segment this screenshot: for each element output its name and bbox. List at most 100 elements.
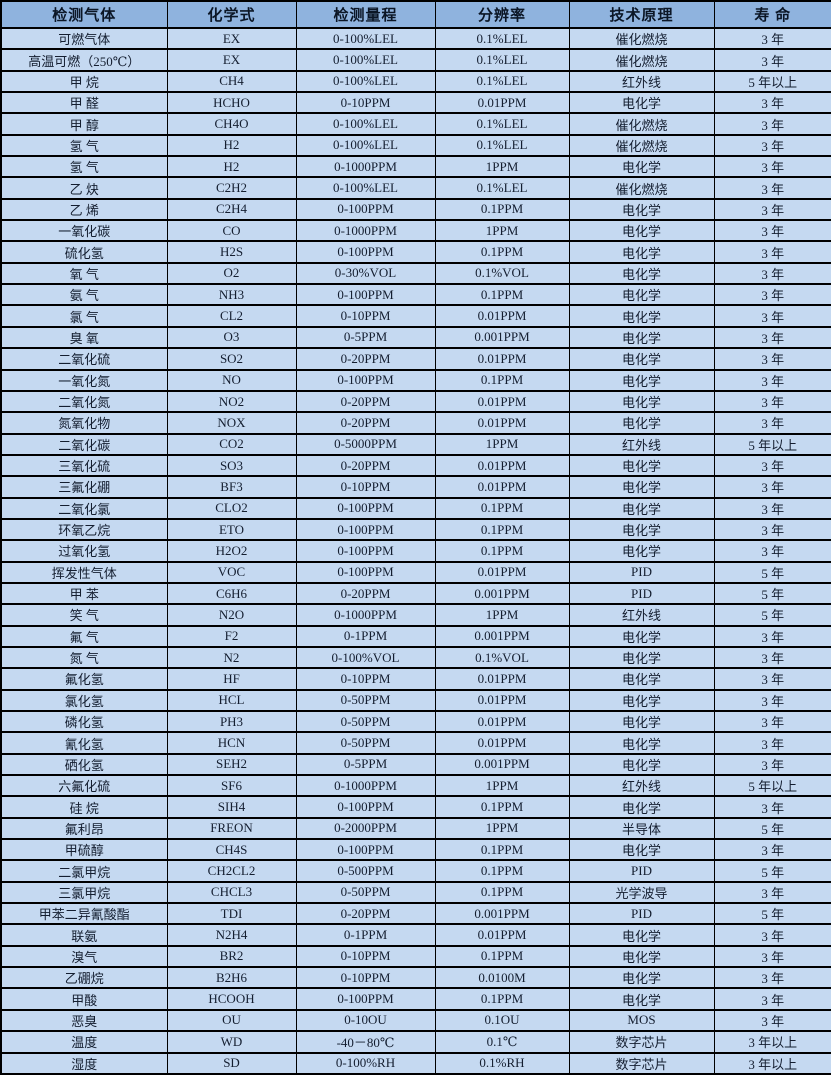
resolution-cell: 0.01PPM [434, 453, 570, 478]
range-cell: 0-100PPM [295, 987, 436, 1011]
lifespan-cell: 3 年 [713, 176, 831, 200]
principle-cell: PID [568, 859, 715, 883]
gas-cell: 甲酸 [0, 987, 168, 1011]
principle-cell: 电化学 [568, 283, 715, 307]
lifespan-cell: 3 年 [713, 987, 831, 1011]
table-row: 乙硼烷 B2H6 0-10PPM 0.0100M 电化学 3 年 [0, 966, 831, 990]
table-row: 磷化氢 PH3 0-50PPM 0.01PPM 电化学 3 年 [0, 709, 831, 734]
formula-cell: EX [166, 26, 297, 51]
range-cell: 0-50PPM [295, 688, 436, 713]
principle-cell: 电化学 [568, 944, 715, 969]
principle-cell: 电化学 [568, 539, 715, 563]
gas-cell: 可燃气体 [0, 26, 168, 51]
gas-cell: 氮 气 [0, 645, 168, 670]
range-cell: 0-10PPM [295, 304, 436, 328]
principle-cell: 红外线 [568, 603, 715, 627]
table-row: 氟化氢 HF 0-10PPM 0.01PPM 电化学 3 年 [0, 667, 831, 691]
lifespan-cell: 3 年 [713, 453, 831, 478]
formula-cell: H2O2 [166, 539, 297, 563]
formula-cell: NH3 [166, 283, 297, 307]
lifespan-cell: 3 年 [713, 219, 831, 243]
table-row: 氢 气 H2 0-1000PPM 1PPM 电化学 3 年 [0, 155, 831, 179]
formula-cell: NO2 [166, 389, 297, 414]
resolution-cell: 0.01PPM [434, 667, 570, 691]
range-cell: 0-5PPM [295, 752, 436, 777]
gas-cell: 氟 气 [0, 624, 168, 648]
gas-cell: 甲 烷 [0, 69, 168, 94]
table-row: 二氧化氯 CLO2 0-100PPM 0.1PPM 电化学 3 年 [0, 496, 831, 520]
range-cell: 0-10PPM [295, 966, 436, 990]
resolution-cell: 0.1PPM [434, 795, 570, 819]
range-cell: 0-10PPM [295, 667, 436, 691]
table-row: 氟 气 F2 0-1PPM 0.001PPM 电化学 3 年 [0, 624, 831, 648]
range-cell: 0-100%RH [295, 1051, 436, 1075]
principle-cell: 电化学 [568, 709, 715, 734]
table-row: 二氧化碳 CO2 0-5000PPM 1PPM 红外线 5 年以上 [0, 432, 831, 456]
gas-cell: 环氧乙烷 [0, 517, 168, 542]
formula-cell: HF [166, 667, 297, 691]
lifespan-cell: 5 年 [713, 603, 831, 627]
formula-cell: SD [166, 1051, 297, 1075]
table-row: 氮氧化物 NOX 0-20PPM 0.01PPM 电化学 3 年 [0, 411, 831, 435]
principle-cell: 电化学 [568, 91, 715, 115]
lifespan-cell: 3 年 [713, 944, 831, 969]
range-cell: 0-10PPM [295, 944, 436, 969]
formula-cell: CH4 [166, 69, 297, 94]
table-row: 六氟化硫 SF6 0-1000PPM 1PPM 红外线 5 年以上 [0, 774, 831, 798]
formula-cell: SIH4 [166, 795, 297, 819]
range-cell: 0-100%LEL [295, 176, 436, 200]
formula-cell: H2 [166, 133, 297, 158]
formula-cell: HCN [166, 731, 297, 755]
principle-cell: 电化学 [568, 325, 715, 350]
principle-cell: 电化学 [568, 624, 715, 648]
gas-cell: 硫化氢 [0, 240, 168, 264]
lifespan-cell: 3 年 [713, 752, 831, 777]
resolution-cell: 0.1PPM [434, 880, 570, 905]
principle-cell: 电化学 [568, 368, 715, 392]
gas-cell: 一氧化碳 [0, 219, 168, 243]
range-cell: 0-10PPM [295, 91, 436, 115]
lifespan-cell: 5 年 [713, 560, 831, 584]
table-row: 氯 气 CL2 0-10PPM 0.01PPM 电化学 3 年 [0, 304, 831, 328]
resolution-cell: 0.01PPM [434, 304, 570, 328]
formula-cell: NO [166, 368, 297, 392]
gas-cell: 臭 氧 [0, 325, 168, 350]
resolution-cell: 0.001PPM [434, 902, 570, 926]
table-header: 检测气体 化学式 检测量程 分辨率 技术原理 寿 命 [0, 0, 831, 29]
principle-cell: 电化学 [568, 688, 715, 713]
lifespan-cell: 3 年 [713, 624, 831, 648]
table-row: 一氧化碳 CO 0-1000PPM 1PPM 电化学 3 年 [0, 219, 831, 243]
principle-cell: 电化学 [568, 475, 715, 499]
lifespan-cell: 3 年 [713, 389, 831, 414]
lifespan-cell: 3 年 [713, 539, 831, 563]
formula-cell: CLO2 [166, 496, 297, 520]
range-cell: 0-1000PPM [295, 774, 436, 798]
formula-cell: ETO [166, 517, 297, 542]
principle-cell: 电化学 [568, 667, 715, 691]
table-row: 二氯甲烷 CH2CL2 0-500PPM 0.1PPM PID 5 年 [0, 859, 831, 883]
lifespan-cell: 3 年 [713, 795, 831, 819]
formula-cell: CH4S [166, 838, 297, 862]
principle-cell: 电化学 [568, 517, 715, 542]
lifespan-cell: 3 年 [713, 48, 831, 72]
lifespan-cell: 3 年 [713, 517, 831, 542]
lifespan-cell: 3 年 [713, 496, 831, 520]
resolution-cell: 0.1PPM [434, 987, 570, 1011]
resolution-cell: 0.1OU [434, 1008, 570, 1033]
principle-cell: 电化学 [568, 197, 715, 222]
resolution-cell: 0.001PPM [434, 325, 570, 350]
table-row: 氰化氢 HCN 0-50PPM 0.01PPM 电化学 3 年 [0, 731, 831, 755]
range-cell: 0-20PPM [295, 453, 436, 478]
resolution-cell: 1PPM [434, 432, 570, 456]
range-cell: 0-1000PPM [295, 155, 436, 179]
table-row: 氧 气 O2 0-30%VOL 0.1%VOL 电化学 3 年 [0, 261, 831, 286]
table-row: 甲 烷 CH4 0-100%LEL 0.1%LEL 红外线 5 年以上 [0, 69, 831, 94]
table-row: 温度 WD -40－80℃ 0.1℃ 数字芯片 3 年以上 [0, 1030, 831, 1054]
resolution-cell: 0.1PPM [434, 944, 570, 969]
table-row: 硅 烷 SIH4 0-100PPM 0.1PPM 电化学 3 年 [0, 795, 831, 819]
formula-cell: SEH2 [166, 752, 297, 777]
range-cell: 0-2000PPM [295, 816, 436, 841]
formula-cell: CH2CL2 [166, 859, 297, 883]
range-cell: 0-30%VOL [295, 261, 436, 286]
header-resolution: 分辨率 [434, 0, 570, 29]
